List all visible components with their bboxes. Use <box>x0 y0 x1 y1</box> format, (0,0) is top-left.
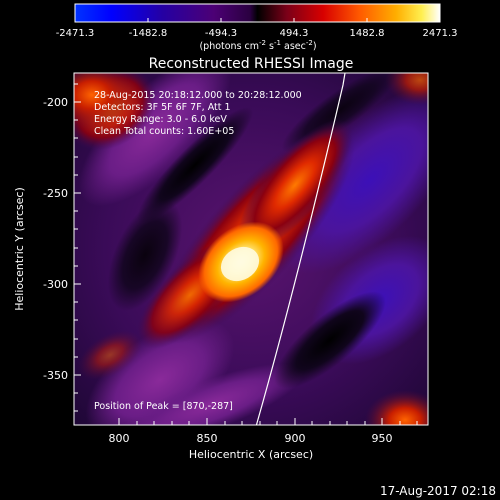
x-axis-label: Heliocentric X (arcsec) <box>189 448 313 461</box>
x-tick-label: 950 <box>372 432 393 445</box>
info-line: Clean Total counts: 1.60E+05 <box>94 126 234 137</box>
x-axis: 800 850 900 950 Heliocentric X (arcsec) <box>109 418 418 461</box>
x-tick-label: 850 <box>197 432 218 445</box>
y-axis-label: Heliocentric Y (arcsec) <box>13 187 26 311</box>
y-tick-label: -350 <box>43 369 68 382</box>
y-axis: -200 -250 -300 -350 Heliocentric Y (arcs… <box>13 83 81 412</box>
footer-timestamp: 17-Aug-2017 02:18 <box>380 484 496 498</box>
colorbar: -2471.3 -1482.8 -494.3 494.3 1482.8 2471… <box>56 3 458 52</box>
colorbar-gradient <box>74 3 441 23</box>
info-line: Energy Range: 3.0 - 6.0 keV <box>94 114 227 125</box>
x-tick-label: 800 <box>109 432 130 445</box>
x-tick-label: 900 <box>285 432 306 445</box>
info-line: 28-Aug-2015 20:18:12.000 to 20:28:12.000 <box>94 90 302 101</box>
peak-position-label: Position of Peak = [870,-287] <box>94 401 233 412</box>
rhessi-image <box>74 73 428 425</box>
colorbar-units: (photons cm-2 s-1 asec-2) <box>199 39 316 52</box>
colorbar-tick-label: -2471.3 <box>56 28 95 39</box>
colorbar-tick-label: 2471.3 <box>423 28 458 39</box>
y-tick-label: -300 <box>43 278 68 291</box>
colorbar-tick-label: 494.3 <box>280 28 309 39</box>
colorbar-tick-label: -1482.8 <box>129 28 168 39</box>
info-line: Detectors: 3F 5F 6F 7F, Att 1 <box>94 102 231 113</box>
plot-frame <box>73 72 429 426</box>
y-tick-label: -250 <box>43 187 68 200</box>
colorbar-tick-label: 1482.8 <box>350 28 385 39</box>
colorbar-tick-label: -494.3 <box>205 28 237 39</box>
image-title: Reconstructed RHESSI Image <box>149 56 354 72</box>
observation-info: 28-Aug-2015 20:18:12.000 to 20:28:12.000… <box>94 90 302 137</box>
solar-limb-line <box>255 73 346 425</box>
y-tick-label: -200 <box>43 96 68 109</box>
